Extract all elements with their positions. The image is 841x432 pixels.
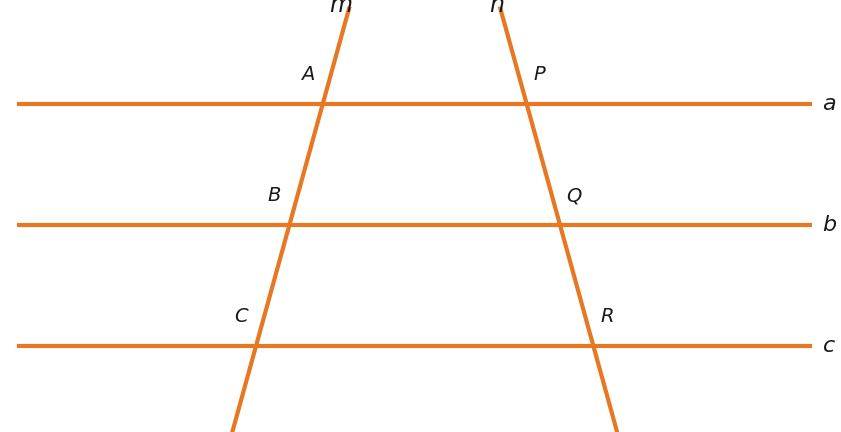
- Text: n: n: [489, 0, 504, 17]
- Text: A: A: [301, 65, 315, 84]
- Text: C: C: [234, 307, 248, 326]
- Text: R: R: [600, 307, 613, 326]
- Text: Q: Q: [567, 186, 582, 205]
- Text: m: m: [329, 0, 352, 17]
- Text: c: c: [822, 336, 835, 356]
- Text: a: a: [822, 94, 836, 114]
- Text: b: b: [822, 215, 837, 235]
- Text: P: P: [533, 65, 545, 84]
- Text: B: B: [267, 186, 281, 205]
